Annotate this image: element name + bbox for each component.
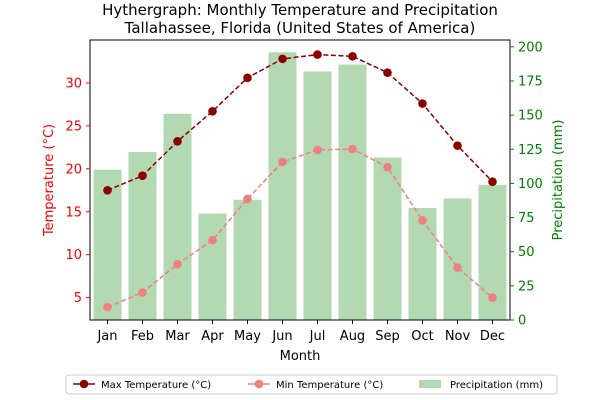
min-temp-point-mar bbox=[173, 259, 182, 269]
x-tick-label-apr: Apr bbox=[201, 329, 224, 344]
y-right-tick-label-175: 175 bbox=[518, 74, 543, 89]
precip-bar-nov bbox=[443, 198, 472, 320]
y-left-tick-label-20: 20 bbox=[65, 162, 82, 177]
y-right-tick-label-150: 150 bbox=[518, 109, 543, 124]
max-temp-point-nov bbox=[453, 141, 462, 150]
y-left-tick-label-5: 5 bbox=[74, 291, 82, 306]
precipitation-bars bbox=[93, 52, 507, 321]
precip-bar-aug bbox=[338, 64, 367, 321]
x-tick-label-mar: Mar bbox=[165, 329, 190, 344]
y-left-tick-label-30: 30 bbox=[65, 76, 82, 91]
y-right-tick-label-0: 0 bbox=[518, 314, 526, 329]
x-tick-label-jan: Jan bbox=[96, 329, 117, 344]
x-axis-label: Month bbox=[280, 349, 321, 364]
max-temp-point-oct bbox=[418, 99, 427, 108]
precip-bar-jan bbox=[93, 169, 122, 320]
y-right-tick-label-125: 125 bbox=[518, 143, 543, 158]
max-temp-point-jun bbox=[278, 54, 287, 64]
y-right-tick-label-200: 200 bbox=[518, 40, 543, 55]
legend: Max Temperature (°C) Min Temperature (°C… bbox=[65, 374, 558, 395]
y-right-tick-label-50: 50 bbox=[518, 245, 535, 260]
chart-title-line1: Hythergraph: Monthly Temperature and Pre… bbox=[102, 1, 498, 19]
precip-bar-jun bbox=[268, 52, 297, 320]
x-tick-label-oct: Oct bbox=[411, 329, 433, 344]
min-temp-point-nov bbox=[453, 263, 462, 272]
y-axis-right-label: Precipitation (mm) bbox=[551, 120, 566, 241]
y-left-tick-label-15: 15 bbox=[65, 205, 82, 220]
legend-precip-swatch bbox=[419, 380, 441, 388]
min-temp-point-jun bbox=[278, 157, 287, 167]
min-temp-point-may bbox=[243, 194, 252, 204]
x-tick-label-feb: Feb bbox=[131, 329, 154, 344]
legend-box bbox=[65, 374, 558, 395]
min-temp-point-jul bbox=[313, 145, 322, 155]
precip-bar-jul bbox=[303, 71, 332, 320]
x-tick-label-aug: Aug bbox=[340, 329, 365, 344]
max-temp-point-aug bbox=[348, 52, 357, 61]
max-temp-point-apr bbox=[208, 106, 217, 116]
x-tick-label-jun: Jun bbox=[271, 329, 292, 344]
precip-bar-mar bbox=[163, 113, 192, 320]
min-temp-point-jan bbox=[103, 302, 112, 312]
y-right-tick-label-100: 100 bbox=[518, 177, 543, 192]
min-temp-point-oct bbox=[418, 216, 427, 225]
legend-precip-label: Precipitation (mm) bbox=[450, 380, 543, 391]
max-temp-point-jan bbox=[103, 186, 112, 195]
max-temp-point-sep bbox=[383, 68, 392, 77]
temperature-lines bbox=[103, 50, 497, 312]
y-right-tick-label-75: 75 bbox=[518, 211, 535, 226]
x-tick-label-sep: Sep bbox=[375, 329, 400, 344]
legend-max-label: Max Temperature (°C) bbox=[101, 380, 211, 391]
y-right-tick-label-25: 25 bbox=[518, 279, 535, 294]
x-tick-label-may: May bbox=[234, 329, 261, 344]
precip-bar-oct bbox=[408, 208, 437, 320]
y-left-tick-label-25: 25 bbox=[65, 119, 82, 134]
min-temp-line bbox=[107, 148, 493, 308]
precip-bar-apr bbox=[198, 213, 227, 320]
legend-min-label: Min Temperature (°C) bbox=[276, 380, 383, 391]
plot-frame bbox=[89, 39, 511, 321]
min-temp-point-feb bbox=[138, 288, 147, 297]
legend-max-marker bbox=[79, 379, 89, 389]
y-left-tick-label-10: 10 bbox=[65, 248, 82, 263]
max-temp-point-dec bbox=[488, 177, 497, 187]
y-axis-left-label: Temperature (°C) bbox=[42, 124, 57, 237]
x-tick-label-jul: Jul bbox=[309, 329, 326, 344]
min-temp-point-dec bbox=[488, 293, 497, 302]
min-temp-point-apr bbox=[208, 235, 217, 245]
max-temp-point-mar bbox=[173, 137, 182, 146]
max-temp-point-may bbox=[243, 73, 252, 83]
max-temp-point-feb bbox=[138, 171, 147, 181]
precip-bar-sep bbox=[373, 157, 402, 320]
min-temp-point-aug bbox=[348, 144, 357, 154]
chart-title-line2: Tallahassee, Florida (United States of A… bbox=[124, 19, 476, 37]
max-temp-line bbox=[107, 53, 494, 191]
axes: Jan Feb Mar Apr May Jun Jul Aug Sep Oct Nov Dec 5 10 1… bbox=[65, 40, 542, 344]
x-tick-label-dec: Dec bbox=[480, 329, 505, 344]
max-temp-point-jul bbox=[313, 50, 322, 59]
precip-bar-may bbox=[233, 199, 262, 320]
legend-min-marker bbox=[254, 379, 264, 389]
min-temp-point-sep bbox=[383, 162, 392, 172]
x-tick-label-nov: Nov bbox=[445, 329, 471, 344]
